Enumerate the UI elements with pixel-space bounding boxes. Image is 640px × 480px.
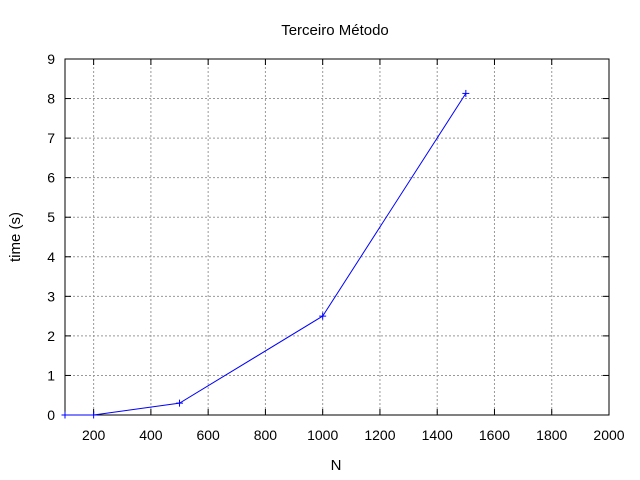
x-tick-label: 2000 [593, 427, 624, 443]
y-tick-label: 2 [47, 328, 55, 344]
x-tick-label: 200 [82, 427, 106, 443]
y-tick-label: 6 [47, 170, 55, 186]
y-tick-label: 9 [47, 51, 55, 67]
chart-title: Terceiro Método [281, 22, 389, 39]
y-tick-label: 0 [47, 407, 55, 423]
x-tick-label: 1200 [364, 427, 395, 443]
series-line [65, 93, 467, 416]
x-tick-label: 1400 [422, 427, 453, 443]
y-axis-label: time (s) [7, 212, 24, 262]
x-axis-label: N [331, 457, 342, 474]
y-tick-label: 3 [47, 288, 55, 304]
x-tick-label: 1600 [479, 427, 510, 443]
data-point [462, 89, 470, 97]
data-point [61, 411, 69, 419]
x-tick-label: 600 [196, 427, 220, 443]
data-point [176, 399, 184, 407]
x-tick-label: 800 [254, 427, 278, 443]
data-point [319, 312, 327, 320]
plot-frame [64, 58, 610, 416]
y-tick-label: 1 [47, 367, 55, 383]
x-tick-label: 1000 [307, 427, 338, 443]
x-tick-label: 400 [139, 427, 163, 443]
y-tick-label: 5 [47, 209, 55, 225]
x-tick-label: 1800 [536, 427, 567, 443]
y-tick-label: 4 [47, 249, 55, 265]
series-group [61, 89, 470, 419]
y-tick-label: 8 [47, 91, 55, 107]
grid [65, 59, 609, 415]
axis-ticks: 200 400 600 800 1000 1200 1400 1600 1800 2000 0 1 2 3… [47, 51, 625, 443]
y-tick-label: 7 [47, 130, 55, 146]
data-point [90, 411, 98, 419]
